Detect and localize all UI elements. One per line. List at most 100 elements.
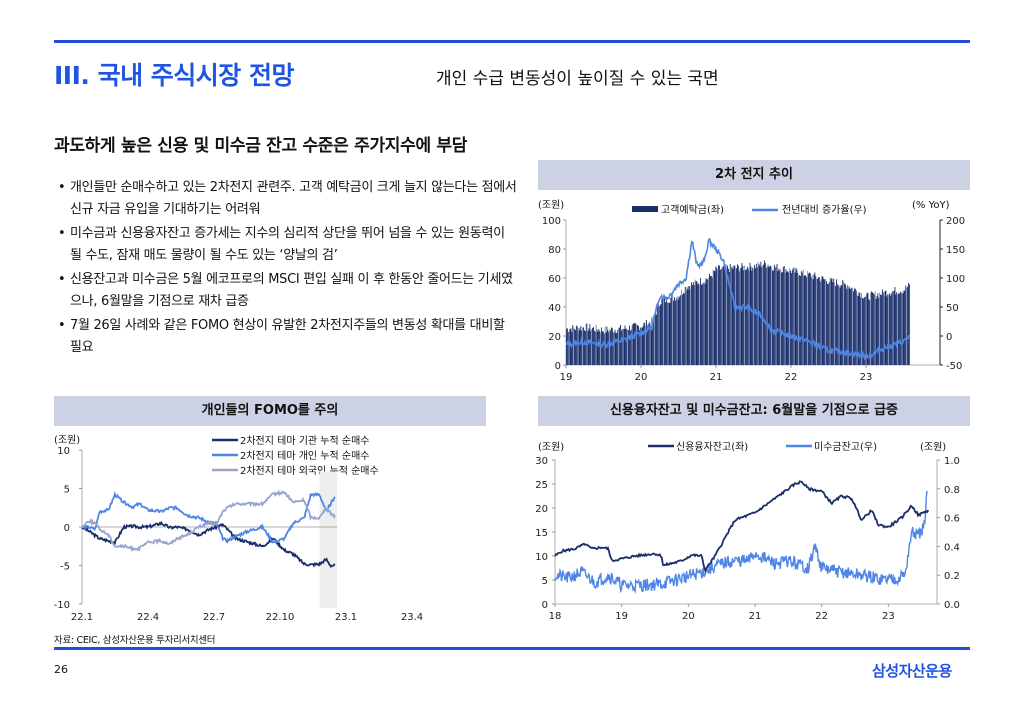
chart1-bar [708,277,710,365]
bullet-item: 7월 26일 사례와 같은 FOMO 현상이 유발한 2차전지주들의 변동성 확… [58,315,518,359]
chart1-bar [638,325,639,365]
chart1-bar [571,332,573,365]
chart1-bar [881,289,883,365]
chart1-bar [611,328,613,365]
chart1-bar [699,285,701,365]
section-title: III. 국내 주식시장 전망 [54,61,295,90]
chart1-bar [895,294,897,365]
chart1-ytick-label-left: 60 [548,274,561,285]
chart1-bar [885,290,887,365]
chart1-bar [609,328,611,365]
chart1-bar [706,279,708,365]
chart1-bar [669,302,671,365]
chart1-bar [748,270,750,365]
chart1-xtick-label: 19 [560,372,573,383]
chart1-bar [816,278,818,365]
chart1-bar [880,294,881,365]
chart1-ytick-label-left: 80 [548,245,561,256]
chart2-title: 개인들의 FOMO를 주의 [54,396,486,426]
chart1-bar [662,298,664,365]
chart1-bar [664,296,665,365]
chart1-bar [573,327,575,365]
chart1-bar [599,331,601,365]
chart1-ytick-label-right: -50 [946,361,962,372]
chart1-bar [593,330,595,365]
chart1-bar [908,282,909,365]
bullet-item: 개인들만 순매수하고 있는 2차전지 관련주. 고객 예탁금이 크게 늘지 않는… [58,177,518,221]
chart1-bar [721,267,723,365]
chart1-bar [890,295,891,365]
chart1-bar [652,321,654,365]
chart1-bar [603,333,605,365]
chart2-xtick-label: 22.1 [71,612,93,623]
chart1-bar [621,329,623,365]
chart1-bar [857,296,859,365]
chart1-bar [798,276,800,365]
chart1-bar [722,266,724,365]
chart1-bar [791,269,793,365]
chart1-bar [872,293,874,365]
chart1-bar [806,277,808,365]
chart1-bar [728,272,730,365]
chart1-bar [746,266,748,365]
chart1-bar [580,326,582,365]
chart1-bar [878,297,880,365]
chart1-bar [737,265,739,365]
chart1-bar [745,269,746,365]
chart1-bar [898,293,899,365]
chart1-bar [659,305,661,365]
chart1-bar [567,332,569,365]
chart1-bar [693,285,695,365]
chart1-bar [566,328,567,365]
chart1-bar [845,288,847,365]
chart1-bar [620,325,621,365]
chart1-bar [831,277,833,365]
chart1-bar [776,263,778,365]
chart1-bar [643,323,645,365]
chart1-bar [634,323,636,365]
chart1-bar [576,326,578,365]
chart1-bar [848,286,850,365]
chart1-bar [600,332,602,365]
chart1-bar [754,264,755,365]
chart1-bar [713,270,715,365]
chart2-ytick-label: 5 [64,485,70,496]
chart1-bar [653,315,655,365]
chart1-bar [680,295,682,365]
chart1-bar [671,295,673,365]
chart1-bar [735,267,737,365]
chart1-bar [718,265,719,365]
chart2-highlight-region [319,471,338,608]
chart1-bar [742,265,744,365]
chart1-bar [658,306,660,365]
chart1-bar [814,272,816,365]
chart1-bar [582,327,584,365]
chart1-bar [712,269,714,365]
top-rule [54,40,970,43]
chart1-bar [705,278,707,365]
chart1-bar [905,285,907,365]
chart1-bar [619,327,620,365]
chart1-bar [856,294,858,365]
chart1-bar [668,302,670,365]
chart1-bar [725,264,727,365]
chart1-bar [698,283,700,365]
chart1-bar [808,273,809,365]
chart1-bar [579,330,581,365]
chart1-bar [717,269,719,365]
chart1-bar [829,277,831,365]
chart1-bar [661,299,663,365]
chart1-bar [656,306,658,365]
chart1-bar [578,327,580,365]
chart1-bar [637,325,638,365]
chart1-bar [719,265,720,365]
chart3-ytick-label-left: 30 [535,456,548,467]
chart3-ytick-label-right: 0.0 [944,600,960,611]
chart1-bar [779,270,781,365]
chart1-bar [750,266,752,365]
chart1-bar [822,276,824,365]
chart1-bar [723,265,725,365]
chart1-bar [784,273,786,365]
chart1-bar [799,275,800,365]
chart1-bar [782,271,783,365]
